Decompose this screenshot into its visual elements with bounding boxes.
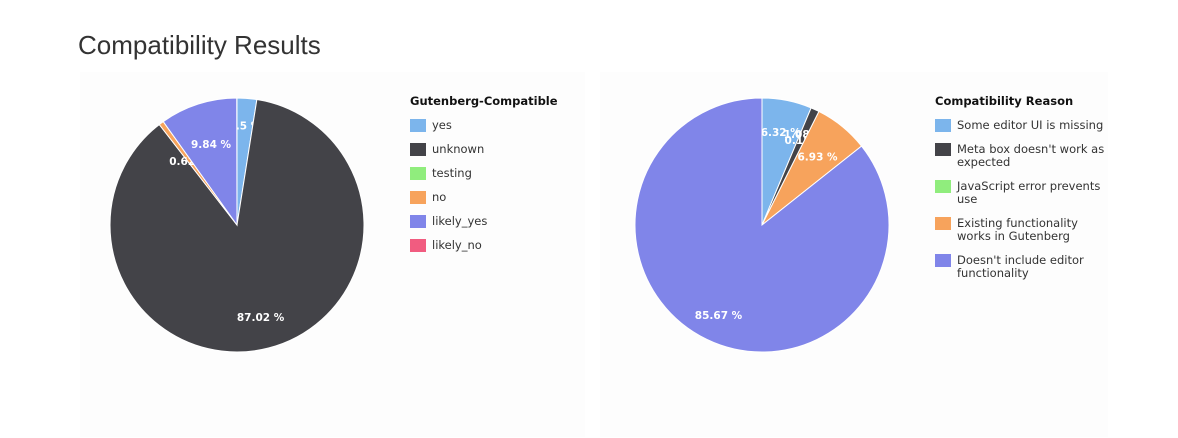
legend-item-yes[interactable]: yes bbox=[410, 119, 580, 132]
data-label-likely-yes: 9.84 % bbox=[191, 139, 232, 151]
legend-swatch bbox=[410, 143, 426, 156]
legend-swatch bbox=[410, 215, 426, 228]
legend-label: unknown bbox=[432, 142, 485, 156]
legend-label: likely_yes bbox=[432, 214, 488, 228]
legend-swatch bbox=[410, 119, 426, 132]
pie-slice-likely-yes[interactable] bbox=[162, 97, 238, 227]
legend-swatch bbox=[935, 143, 951, 156]
chart-panel-compatibility-reason: 6.32 %1.08 %0.15 %6.93 %85.67 % Compatib… bbox=[600, 72, 1108, 437]
data-label-some-editor-ui-is-missing: 6.32 % bbox=[761, 127, 802, 139]
legend-swatch bbox=[935, 180, 951, 193]
legend-label: Doesn't include editor functionality bbox=[957, 253, 1084, 280]
legend-label: no bbox=[432, 190, 447, 204]
legend-item-testing[interactable]: testing bbox=[410, 167, 580, 180]
legend-swatch bbox=[935, 119, 951, 132]
legend-label: Existing functionality works in Gutenber… bbox=[957, 216, 1078, 243]
data-label-existing-functionality-works-in-gutenberg: 6.93 % bbox=[797, 152, 838, 164]
legend-label: JavaScript error prevents use bbox=[957, 179, 1101, 206]
legend-label: testing bbox=[432, 166, 472, 180]
legend-swatch bbox=[935, 254, 951, 267]
legend-gutenberg-compatible: Gutenberg-Compatible yes unknown testing no… bbox=[410, 94, 580, 263]
data-label-doesn-t-include-editor-functionality: 85.67 % bbox=[695, 310, 743, 322]
legend-item-doesn-t-include-editor-functionality[interactable]: Doesn't include editor functionality bbox=[935, 254, 1105, 280]
legend-label: Some editor UI is missing bbox=[957, 118, 1104, 132]
legend-swatch bbox=[410, 167, 426, 180]
legend-title: Compatibility Reason bbox=[935, 94, 1074, 108]
legend-compatibility-reason: Compatibility Reason Some editor UI is m… bbox=[935, 94, 1105, 291]
legend-swatch bbox=[410, 239, 426, 252]
legend-label: Meta box doesn't work as expected bbox=[957, 142, 1105, 169]
legend-swatch bbox=[410, 191, 426, 204]
page-title: Compatibility Results bbox=[78, 30, 321, 60]
legend-item-likely-no[interactable]: likely_no bbox=[410, 239, 580, 252]
pie-chart-compatibility-reason: 6.32 %1.08 %0.15 %6.93 %85.67 % bbox=[634, 97, 890, 353]
legend-item-some-editor-ui-is-missing[interactable]: Some editor UI is missing bbox=[935, 119, 1105, 132]
legend-label: likely_no bbox=[432, 238, 482, 252]
data-label-unknown: 87.02 % bbox=[237, 312, 285, 324]
legend-item-unknown[interactable]: unknown bbox=[410, 143, 580, 156]
legend-label: yes bbox=[432, 118, 452, 132]
pie-slice-doesn-t-include-editor-functionality[interactable] bbox=[634, 97, 890, 353]
legend-item-meta-box-doesn-t-work-as-expected[interactable]: Meta box doesn't work as expected bbox=[935, 143, 1105, 169]
legend-item-javascript-error-prevents-use[interactable]: JavaScript error prevents use bbox=[935, 180, 1105, 206]
legend-swatch bbox=[935, 217, 951, 230]
legend-item-likely-yes[interactable]: likely_yes bbox=[410, 215, 580, 228]
legend-item-no[interactable]: no bbox=[410, 191, 580, 204]
data-label-yes: 2.5 % bbox=[228, 120, 261, 132]
chart-panel-gutenberg-compatible: 2.5 % 87.02 % 0.62 % 9.84 % Gutenberg-Compa… bbox=[80, 72, 585, 437]
pie-chart-gutenberg-compatible: 2.5 %87.02 %0.62 %9.84 % bbox=[109, 97, 365, 353]
legend-item-existing-functionality-works-in-gutenberg[interactable]: Existing functionality works in Gutenber… bbox=[935, 217, 1105, 243]
legend-title: Gutenberg-Compatible bbox=[410, 94, 558, 108]
